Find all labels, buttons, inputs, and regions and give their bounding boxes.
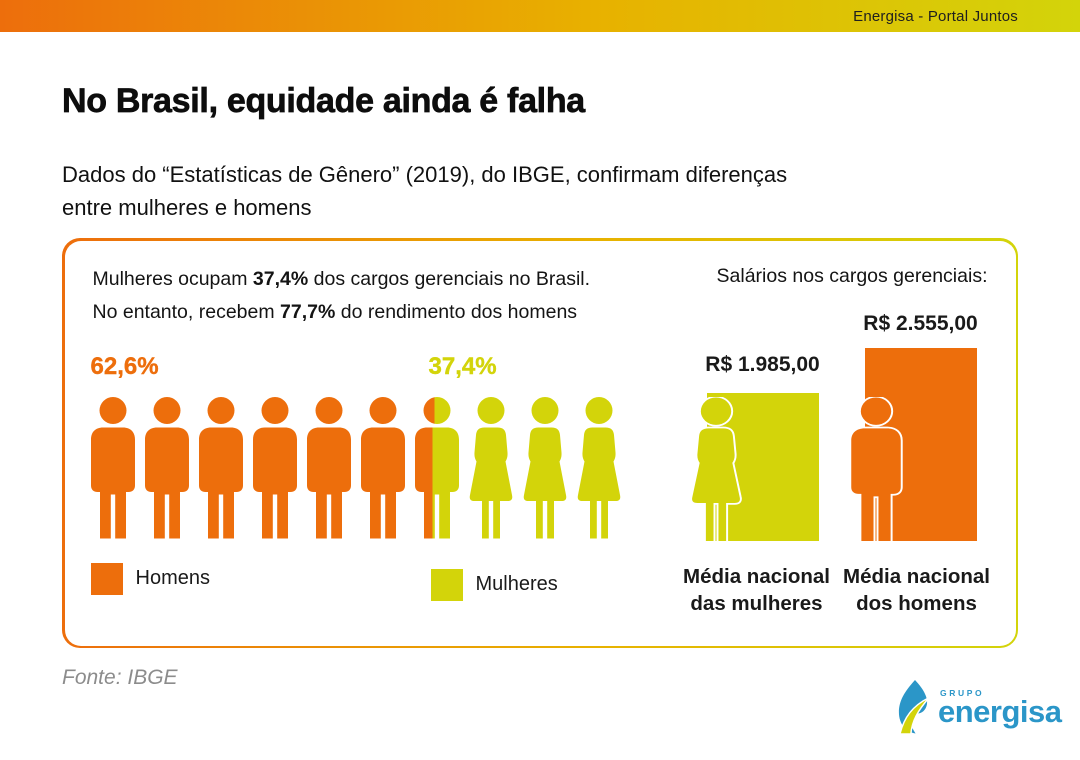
legend-women-label: Mulheres bbox=[475, 572, 558, 595]
men-color-swatch bbox=[90, 562, 123, 595]
man-icon bbox=[143, 396, 191, 539]
stats-card-body: Mulheres ocupam 37,4% dos cargos gerenci… bbox=[64, 240, 1016, 646]
energisa-logo: GRUPO energisa bbox=[896, 680, 1062, 736]
source-note: Fonte: IBGE bbox=[62, 666, 178, 689]
man-icon bbox=[251, 396, 299, 539]
men-salary-value: R$ 2.555,00 bbox=[863, 311, 978, 335]
pictograph-row bbox=[89, 396, 623, 539]
logo-grupo-text: GRUPO bbox=[940, 688, 985, 698]
logo-name-text: energisa bbox=[938, 694, 1062, 729]
man-outline-icon bbox=[849, 397, 903, 541]
salaries-section-title: Salários nos cargos gerenciais: bbox=[716, 264, 988, 287]
page-title: No Brasil, equidade ainda é falha bbox=[62, 82, 586, 121]
intro-text: Mulheres ocupam 37,4% dos cargos gerenci… bbox=[93, 263, 591, 330]
legend-men-label: Homens bbox=[135, 566, 210, 589]
subtitle-line-1: Dados do “Estatísticas de Gênero” (2019)… bbox=[62, 162, 788, 187]
intro-line2-pre: No entanto, recebem bbox=[92, 301, 281, 324]
page-subtitle: Dados do “Estatísticas de Gênero” (2019)… bbox=[62, 158, 787, 224]
top-gradient-bar: Energisa - Portal Juntos bbox=[0, 0, 1080, 32]
legend-men: Homens bbox=[90, 562, 210, 595]
intro-line1-pre: Mulheres ocupam bbox=[92, 267, 253, 290]
women-share-inline-value: 37,4% bbox=[252, 267, 309, 290]
income-ratio-inline-value: 77,7% bbox=[280, 301, 336, 324]
women-color-swatch bbox=[430, 568, 463, 601]
intro-line2-post: do rendimento dos homens bbox=[335, 301, 578, 324]
man-icon bbox=[359, 396, 407, 539]
woman-icon bbox=[521, 396, 569, 539]
intro-line-1: Mulheres ocupam 37,4% dos cargos gerenci… bbox=[93, 263, 591, 297]
women-bar-label-line2: das mulheres bbox=[690, 592, 823, 616]
man-icon bbox=[305, 396, 353, 539]
women-bar-label: Média nacional das mulheres bbox=[677, 563, 837, 618]
intro-line-2: No entanto, recebem 77,7% do rendimento … bbox=[93, 296, 591, 330]
women-salary-value: R$ 1.985,00 bbox=[705, 352, 820, 376]
energisa-flame-icon bbox=[898, 680, 930, 734]
men-bar-label-line2: dos homens bbox=[856, 592, 977, 616]
men-share-value: 62,6% bbox=[90, 352, 159, 380]
men-bar-label-line1: Média nacional bbox=[843, 564, 990, 588]
women-share-value: 37,4% bbox=[428, 352, 497, 380]
legend-women: Mulheres bbox=[430, 568, 558, 601]
woman-outline-icon bbox=[689, 397, 743, 541]
stats-card: Mulheres ocupam 37,4% dos cargos gerenci… bbox=[62, 238, 1018, 648]
man-icon bbox=[89, 396, 137, 539]
subtitle-line-2: entre mulheres e homens bbox=[62, 195, 312, 220]
woman-icon bbox=[467, 396, 515, 539]
men-bar-label: Média nacional dos homens bbox=[837, 563, 997, 618]
split-man-icon bbox=[413, 396, 461, 539]
woman-icon bbox=[575, 396, 623, 539]
women-bar-label-line1: Média nacional bbox=[683, 564, 830, 588]
man-icon bbox=[197, 396, 245, 539]
portal-brand-text: Energisa - Portal Juntos bbox=[853, 7, 1018, 25]
intro-line1-post: dos cargos gerenciais no Brasil. bbox=[308, 267, 591, 290]
